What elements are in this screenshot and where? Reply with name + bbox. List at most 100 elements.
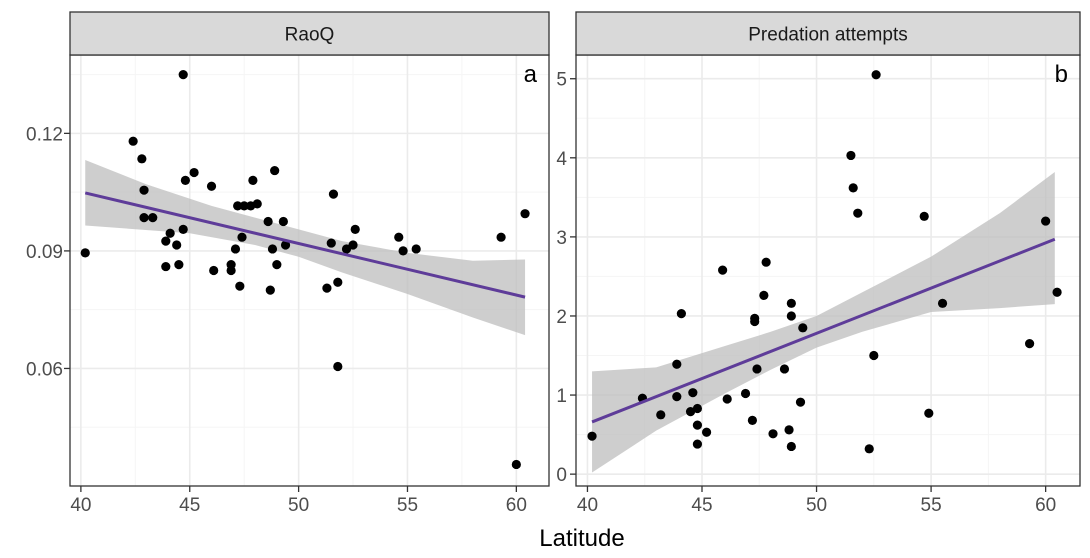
data-point	[263, 216, 273, 227]
data-point	[80, 248, 90, 258]
y-tick-label: 3	[556, 228, 567, 249]
data-point	[848, 183, 858, 193]
data-point	[172, 240, 182, 250]
data-point	[226, 265, 236, 276]
x-tick-label: 60	[1035, 495, 1056, 516]
data-point	[587, 431, 597, 441]
data-point	[924, 408, 934, 418]
data-point	[348, 240, 358, 250]
data-point	[786, 311, 796, 321]
data-point	[239, 201, 249, 211]
y-tick-label: 0.09	[26, 242, 63, 263]
data-point	[752, 364, 762, 374]
data-point	[692, 403, 703, 414]
data-point	[174, 260, 184, 270]
x-tick-label: 55	[397, 495, 418, 516]
data-point	[750, 313, 760, 323]
strip-background	[575, 11, 1081, 56]
data-point	[685, 407, 696, 417]
strip-background	[69, 11, 550, 56]
data-point	[864, 444, 874, 454]
data-point	[1041, 216, 1051, 226]
data-point	[701, 427, 712, 437]
data-point	[784, 425, 794, 435]
data-point	[1025, 339, 1035, 349]
y-tick-label: 0	[556, 465, 567, 486]
data-point	[786, 298, 796, 308]
data-point	[779, 364, 790, 374]
x-axis-label: Latitude	[539, 525, 624, 552]
data-point	[322, 283, 332, 293]
data-point	[656, 410, 666, 420]
data-point	[798, 323, 808, 333]
data-point	[265, 285, 275, 295]
data-point	[278, 216, 288, 227]
data-point	[937, 298, 948, 308]
data-point	[692, 439, 703, 449]
data-point	[165, 228, 175, 238]
x-tick-label: 45	[691, 495, 712, 516]
x-tick-label: 40	[577, 495, 598, 516]
y-tick-label: 0.12	[26, 124, 63, 145]
data-point	[128, 136, 138, 146]
data-point	[688, 388, 698, 398]
data-point	[209, 265, 219, 276]
data-point	[350, 224, 360, 234]
data-point	[328, 189, 339, 199]
data-point	[237, 232, 247, 242]
data-point	[235, 281, 245, 291]
data-point	[139, 185, 149, 195]
data-point	[718, 265, 728, 275]
data-point	[768, 429, 778, 439]
data-point	[206, 181, 217, 191]
x-tick-label: 50	[806, 495, 827, 516]
data-point	[871, 70, 881, 80]
y-tick-label: 1	[556, 386, 567, 407]
data-point	[786, 441, 796, 452]
data-point	[722, 394, 732, 404]
data-point	[248, 175, 258, 185]
x-tick-label: 45	[179, 495, 200, 516]
x-tick-label: 55	[921, 495, 942, 516]
data-point	[747, 415, 758, 425]
data-point	[740, 388, 751, 399]
data-point	[398, 246, 408, 256]
x-tick-label: 50	[288, 495, 309, 516]
y-tick-label: 4	[556, 149, 567, 170]
data-point	[326, 238, 336, 248]
data-point	[1052, 287, 1062, 297]
data-point	[178, 224, 188, 234]
data-point	[178, 69, 188, 80]
data-point	[180, 175, 190, 185]
data-point	[230, 244, 241, 254]
panel-label: b	[1055, 61, 1068, 88]
data-point	[394, 232, 404, 242]
panel-label: a	[524, 61, 538, 88]
data-point	[252, 199, 262, 209]
x-tick-label: 40	[70, 495, 91, 516]
data-point	[161, 236, 171, 246]
data-point	[761, 257, 771, 267]
data-point	[520, 209, 530, 219]
strip-title: RaoQ	[285, 25, 335, 46]
y-tick-label: 0.06	[26, 359, 63, 380]
data-point	[672, 359, 682, 369]
data-point	[496, 232, 506, 242]
data-point	[759, 290, 769, 301]
data-point	[333, 277, 343, 287]
data-point	[676, 309, 686, 319]
data-point	[511, 459, 521, 470]
data-point	[270, 165, 280, 176]
data-point	[161, 261, 171, 272]
data-point	[333, 361, 343, 372]
strip-title: Predation attempts	[748, 25, 907, 46]
data-point	[280, 240, 291, 250]
data-point	[869, 350, 879, 361]
panel-raoq: RaoQ a 40 45 50 55 60 0.06 0.09 0.12	[26, 11, 550, 516]
data-point	[148, 213, 158, 223]
data-point	[795, 397, 806, 407]
confidence-band	[85, 160, 526, 336]
